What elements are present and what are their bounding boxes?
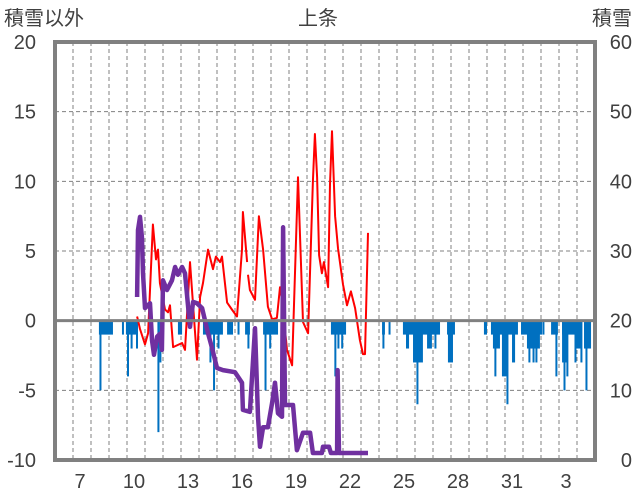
bar <box>575 320 581 349</box>
x-tick-label: 28 <box>447 471 469 493</box>
gridlines <box>55 42 595 460</box>
bar <box>574 320 577 363</box>
bar <box>237 320 240 335</box>
right-tick-label: 40 <box>610 171 632 193</box>
x-tick-label: 10 <box>123 471 145 493</box>
left-tick-label: 0 <box>25 311 36 333</box>
bar <box>157 320 160 433</box>
bar <box>269 320 272 349</box>
bar <box>334 320 337 377</box>
bar <box>483 320 487 335</box>
right-tick-label: 50 <box>610 102 632 124</box>
x-tick-label: 25 <box>393 471 415 493</box>
left-tick-label: 20 <box>14 32 36 54</box>
bar <box>501 320 509 377</box>
bar <box>247 320 250 349</box>
purple-line <box>134 214 368 456</box>
bar <box>406 320 410 349</box>
right-tick-label: 10 <box>610 380 632 402</box>
bar <box>341 320 344 349</box>
bar <box>506 320 509 405</box>
left-tick-label: 15 <box>14 102 36 124</box>
bar <box>427 320 432 349</box>
line-series <box>134 130 369 456</box>
left-tick-label: 10 <box>14 171 36 193</box>
bar <box>121 320 124 335</box>
right-tick-label: 60 <box>610 32 632 54</box>
right-tick-label: 20 <box>610 311 632 333</box>
x-tick-label: 31 <box>501 471 523 493</box>
bar <box>264 320 267 391</box>
bar <box>177 320 183 335</box>
bar <box>528 320 531 363</box>
bar <box>566 320 569 377</box>
x-tick-label: 22 <box>339 471 361 493</box>
plot-frame <box>53 40 597 462</box>
bar <box>227 320 234 335</box>
right-axis-title: 積雪 <box>592 7 632 30</box>
left-tick-label: -5 <box>18 380 36 402</box>
bar <box>512 320 516 363</box>
bar <box>434 320 437 349</box>
bar <box>388 320 391 335</box>
bar <box>532 320 535 363</box>
bar <box>136 320 138 349</box>
left-axis-title: 積雪以外 <box>4 7 84 30</box>
axes <box>53 40 597 462</box>
bar <box>98 320 113 335</box>
bar <box>447 320 453 363</box>
bar <box>551 320 558 335</box>
bar <box>492 320 500 349</box>
bar <box>535 320 538 363</box>
red-line <box>136 130 369 367</box>
bar <box>217 320 220 349</box>
bar <box>130 320 133 349</box>
right-tick-label: 30 <box>610 241 632 263</box>
bar <box>494 320 497 377</box>
x-tick-label: 3 <box>560 471 571 493</box>
bar <box>382 320 385 349</box>
bar <box>337 320 340 349</box>
right-tick-label: 0 <box>621 450 632 472</box>
bar <box>542 320 545 335</box>
blue-bar-series <box>98 320 592 433</box>
x-tick-label: 7 <box>74 471 85 493</box>
bar <box>416 320 419 405</box>
left-tick-label: -10 <box>7 450 36 472</box>
bar <box>585 320 588 391</box>
bar <box>563 320 566 391</box>
chart-title: 上条 <box>298 7 338 30</box>
bar <box>99 320 102 391</box>
left-tick-label: 5 <box>25 241 36 263</box>
bar <box>555 320 558 377</box>
bar <box>127 320 129 377</box>
x-tick-label: 13 <box>177 471 199 493</box>
bar <box>584 320 592 349</box>
bar <box>580 320 583 363</box>
x-tick-label: 19 <box>285 471 307 493</box>
x-tick-label: 16 <box>231 471 253 493</box>
